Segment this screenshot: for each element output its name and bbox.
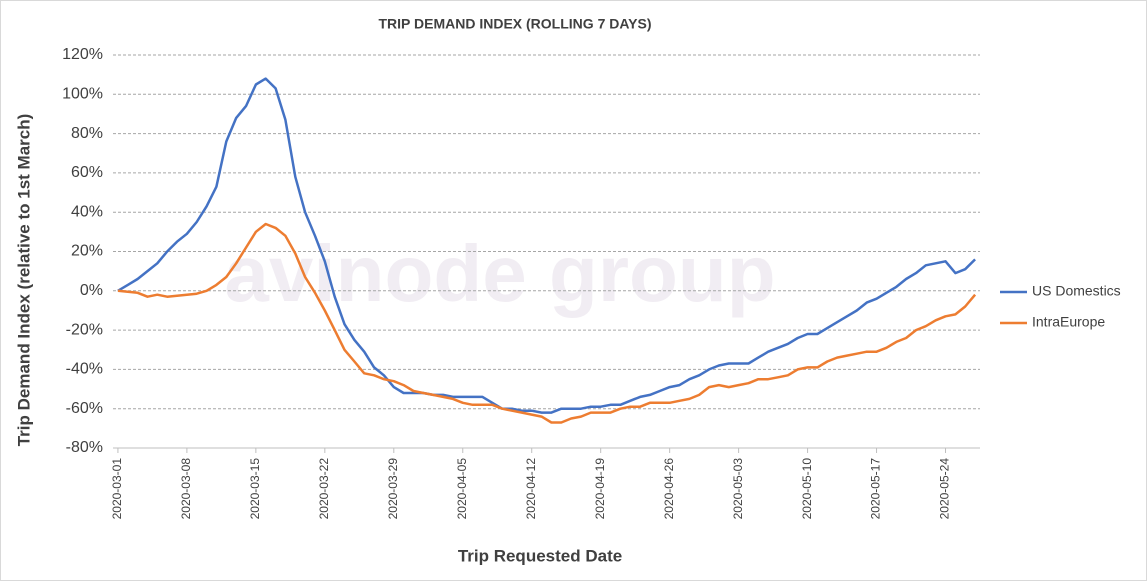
x-tick-label: 2020-04-12: [524, 458, 538, 520]
x-tick-label: 2020-04-05: [455, 458, 469, 520]
y-tick-label: 20%: [71, 243, 103, 260]
y-tick-label: 120%: [62, 46, 103, 63]
x-tick-label: 2020-03-01: [110, 458, 124, 520]
x-tick-label: 2020-03-08: [179, 458, 193, 520]
x-tick-label: 2020-03-22: [317, 458, 331, 520]
x-tick-label: 2020-03-15: [248, 458, 262, 520]
legend-label: IntraEurope: [1032, 314, 1105, 330]
y-tick-label: 60%: [71, 164, 103, 181]
x-tick-label: 2020-05-10: [800, 458, 814, 520]
y-tick-label: 100%: [62, 86, 103, 103]
x-tick-label: 2020-05-24: [938, 458, 952, 520]
y-tick-label: -20%: [66, 321, 103, 338]
y-tick-label: 0%: [80, 282, 103, 299]
y-axis-label: Trip Demand Index (relative to 1st March…: [14, 114, 33, 447]
y-tick-label: 40%: [71, 203, 103, 220]
x-tick-label: 2020-05-03: [731, 458, 745, 520]
watermark: avinode group: [224, 229, 775, 318]
y-tick-label: -60%: [66, 400, 103, 417]
series-line: [117, 77, 976, 414]
y-tick-label: -40%: [66, 361, 103, 378]
y-tick-label: 80%: [71, 125, 103, 142]
legend-label: US Domestics: [1032, 283, 1121, 299]
series-line: [117, 222, 977, 424]
x-tick-label: 2020-04-26: [662, 458, 676, 520]
x-tick-label: 2020-05-17: [869, 458, 883, 520]
x-axis-label: Trip Requested Date: [458, 546, 622, 565]
y-tick-label: -80%: [66, 439, 103, 456]
x-tick-label: 2020-04-19: [593, 458, 607, 520]
x-tick-label: 2020-03-29: [386, 458, 400, 520]
chart-title: TRIP DEMAND INDEX (ROLLING 7 DAYS): [378, 16, 651, 32]
